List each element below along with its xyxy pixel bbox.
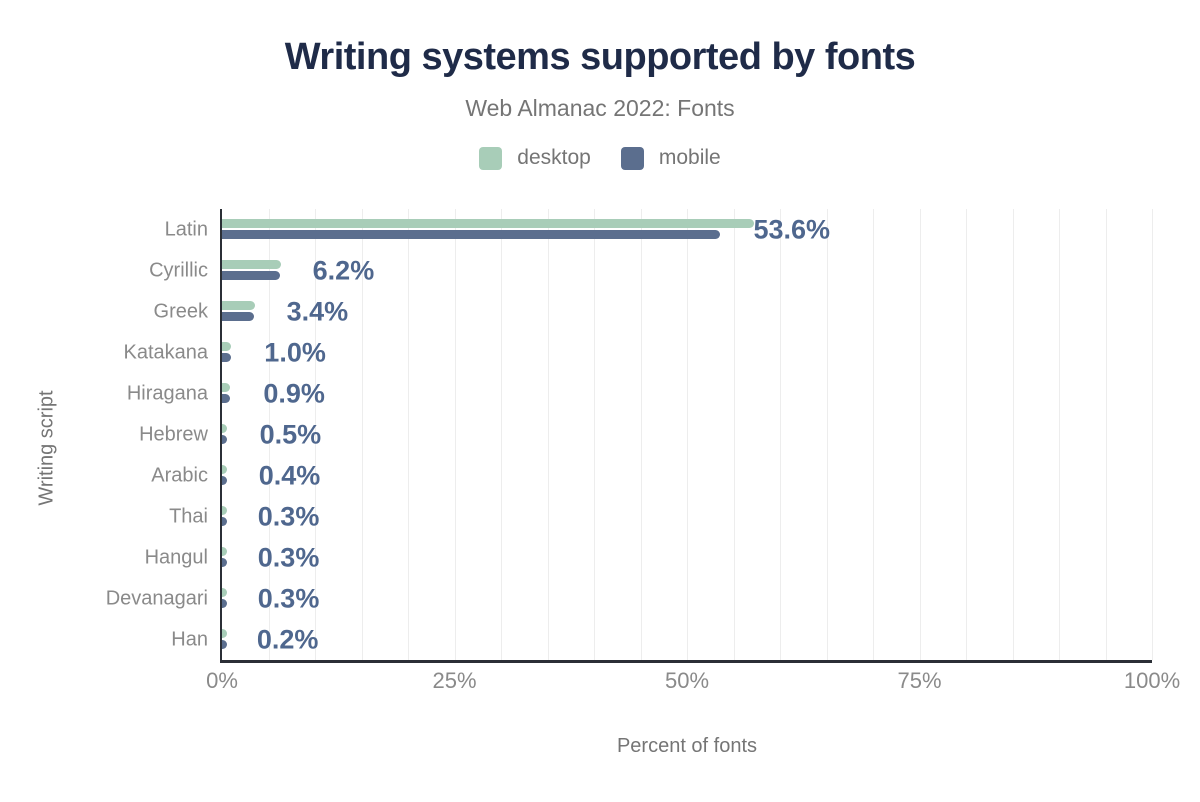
legend-label-mobile: mobile [658, 146, 721, 169]
value-label: 53.6% [753, 214, 831, 244]
category-label: Hangul [144, 546, 208, 568]
plot-area: Latin 53.6% Cyrillic 6.2% Greek 3.4% Katakana 1… [106, 209, 1180, 693]
gridline [1152, 209, 1153, 660]
x-axis-title: Percent of fonts [616, 735, 758, 757]
category-label: Thai [169, 505, 208, 527]
bar-row: Latin 53.6% [165, 209, 1152, 250]
legend: desktop mobile [0, 146, 1200, 170]
value-label: 0.3% [257, 542, 320, 572]
value-label: 6.2% [312, 255, 375, 285]
gridline [873, 209, 874, 660]
category-label: Han [171, 628, 208, 650]
desktop-bar [222, 506, 227, 515]
y-axis-title: Writing script [35, 390, 58, 506]
legend-label-desktop: desktop [517, 146, 591, 169]
bar-row: Cyrillic 6.2% [149, 250, 1152, 291]
mobile-swatch-icon [620, 146, 644, 170]
category-label: Hiragana [126, 382, 208, 404]
chart-subtitle: Web Almanac 2022: Fonts [465, 95, 735, 121]
category-label: Cyrillic [149, 259, 208, 281]
gridline [733, 209, 735, 660]
desktop-bar [222, 588, 227, 597]
desktop-bar [222, 629, 227, 638]
bar-row: Devanagari 0.3% [106, 578, 1152, 619]
gridline [454, 209, 456, 660]
value-label: 0.3% [257, 583, 320, 613]
bar-row: Thai 0.3% [169, 496, 1152, 537]
mobile-bar [222, 435, 227, 444]
bar-row: Hiragana 0.9% [127, 373, 1152, 414]
desktop-bar [222, 424, 227, 433]
mobile-bar [222, 640, 227, 649]
x-tick-label: 100% [1123, 668, 1181, 693]
category-label: Greek [153, 300, 208, 322]
value-label: 3.4% [286, 296, 349, 326]
value-label: 0.2% [256, 624, 319, 654]
bar-row: Katakana 1.0% [123, 332, 1152, 373]
mobile-bar [222, 353, 232, 362]
desktop-bar [222, 301, 255, 310]
gridline [640, 209, 642, 660]
x-tick-label: 25% [432, 668, 477, 693]
mobile-bar [222, 599, 227, 608]
value-label: 0.5% [259, 419, 322, 449]
chart-title: Writing systems supported by fonts [284, 36, 916, 78]
mobile-bar [222, 394, 231, 403]
gridline [501, 209, 502, 660]
value-label: 0.9% [263, 378, 325, 408]
gridline [361, 209, 363, 660]
gridline [408, 209, 409, 660]
desktop-swatch-icon [479, 146, 503, 170]
gridline [1105, 209, 1107, 660]
bar-row: Greek 3.4% [154, 291, 1152, 332]
gridline [687, 209, 688, 660]
gridline [594, 209, 595, 660]
value-label: 1.0% [264, 337, 326, 367]
mobile-bar [222, 312, 254, 321]
gridline [315, 209, 316, 660]
desktop-bar [222, 547, 227, 556]
gridline [826, 209, 828, 660]
gridline [1059, 209, 1060, 660]
legend-item-mobile: mobile [620, 146, 721, 170]
desktop-bar [222, 219, 754, 228]
value-label: 0.4% [258, 460, 321, 490]
category-label: Hebrew [139, 423, 208, 445]
gridline [1012, 209, 1014, 660]
mobile-bar [222, 517, 227, 526]
gridline [268, 209, 270, 660]
mobile-bar [222, 558, 227, 567]
category-label: Devanagari [105, 587, 208, 609]
x-tick-label: 50% [664, 668, 710, 693]
bar-row: Hangul 0.3% [145, 537, 1152, 578]
x-tick-label: 0% [206, 668, 238, 693]
y-axis-line [220, 209, 222, 662]
gridline [780, 209, 781, 660]
category-label: Latin [164, 218, 208, 240]
bar-row: Arabic 0.4% [151, 455, 1152, 496]
desktop-bar [222, 342, 232, 351]
mobile-bar [222, 230, 721, 239]
bar-row: Hebrew 0.5% [139, 414, 1152, 455]
gridline [966, 209, 967, 660]
gridline [919, 209, 921, 660]
category-label: Arabic [151, 464, 208, 486]
value-label: 0.3% [257, 501, 320, 531]
x-axis-line [220, 660, 1152, 663]
mobile-bar [222, 476, 227, 485]
gridline [547, 209, 549, 660]
bar-row: Han 0.2% [171, 619, 1152, 660]
desktop-bar [222, 260, 281, 269]
mobile-bar [222, 271, 280, 280]
category-label: Katakana [123, 341, 208, 363]
desktop-bar [222, 465, 227, 474]
legend-item-desktop: desktop [479, 146, 591, 170]
x-tick-label: 75% [897, 668, 942, 693]
desktop-bar [222, 383, 231, 392]
